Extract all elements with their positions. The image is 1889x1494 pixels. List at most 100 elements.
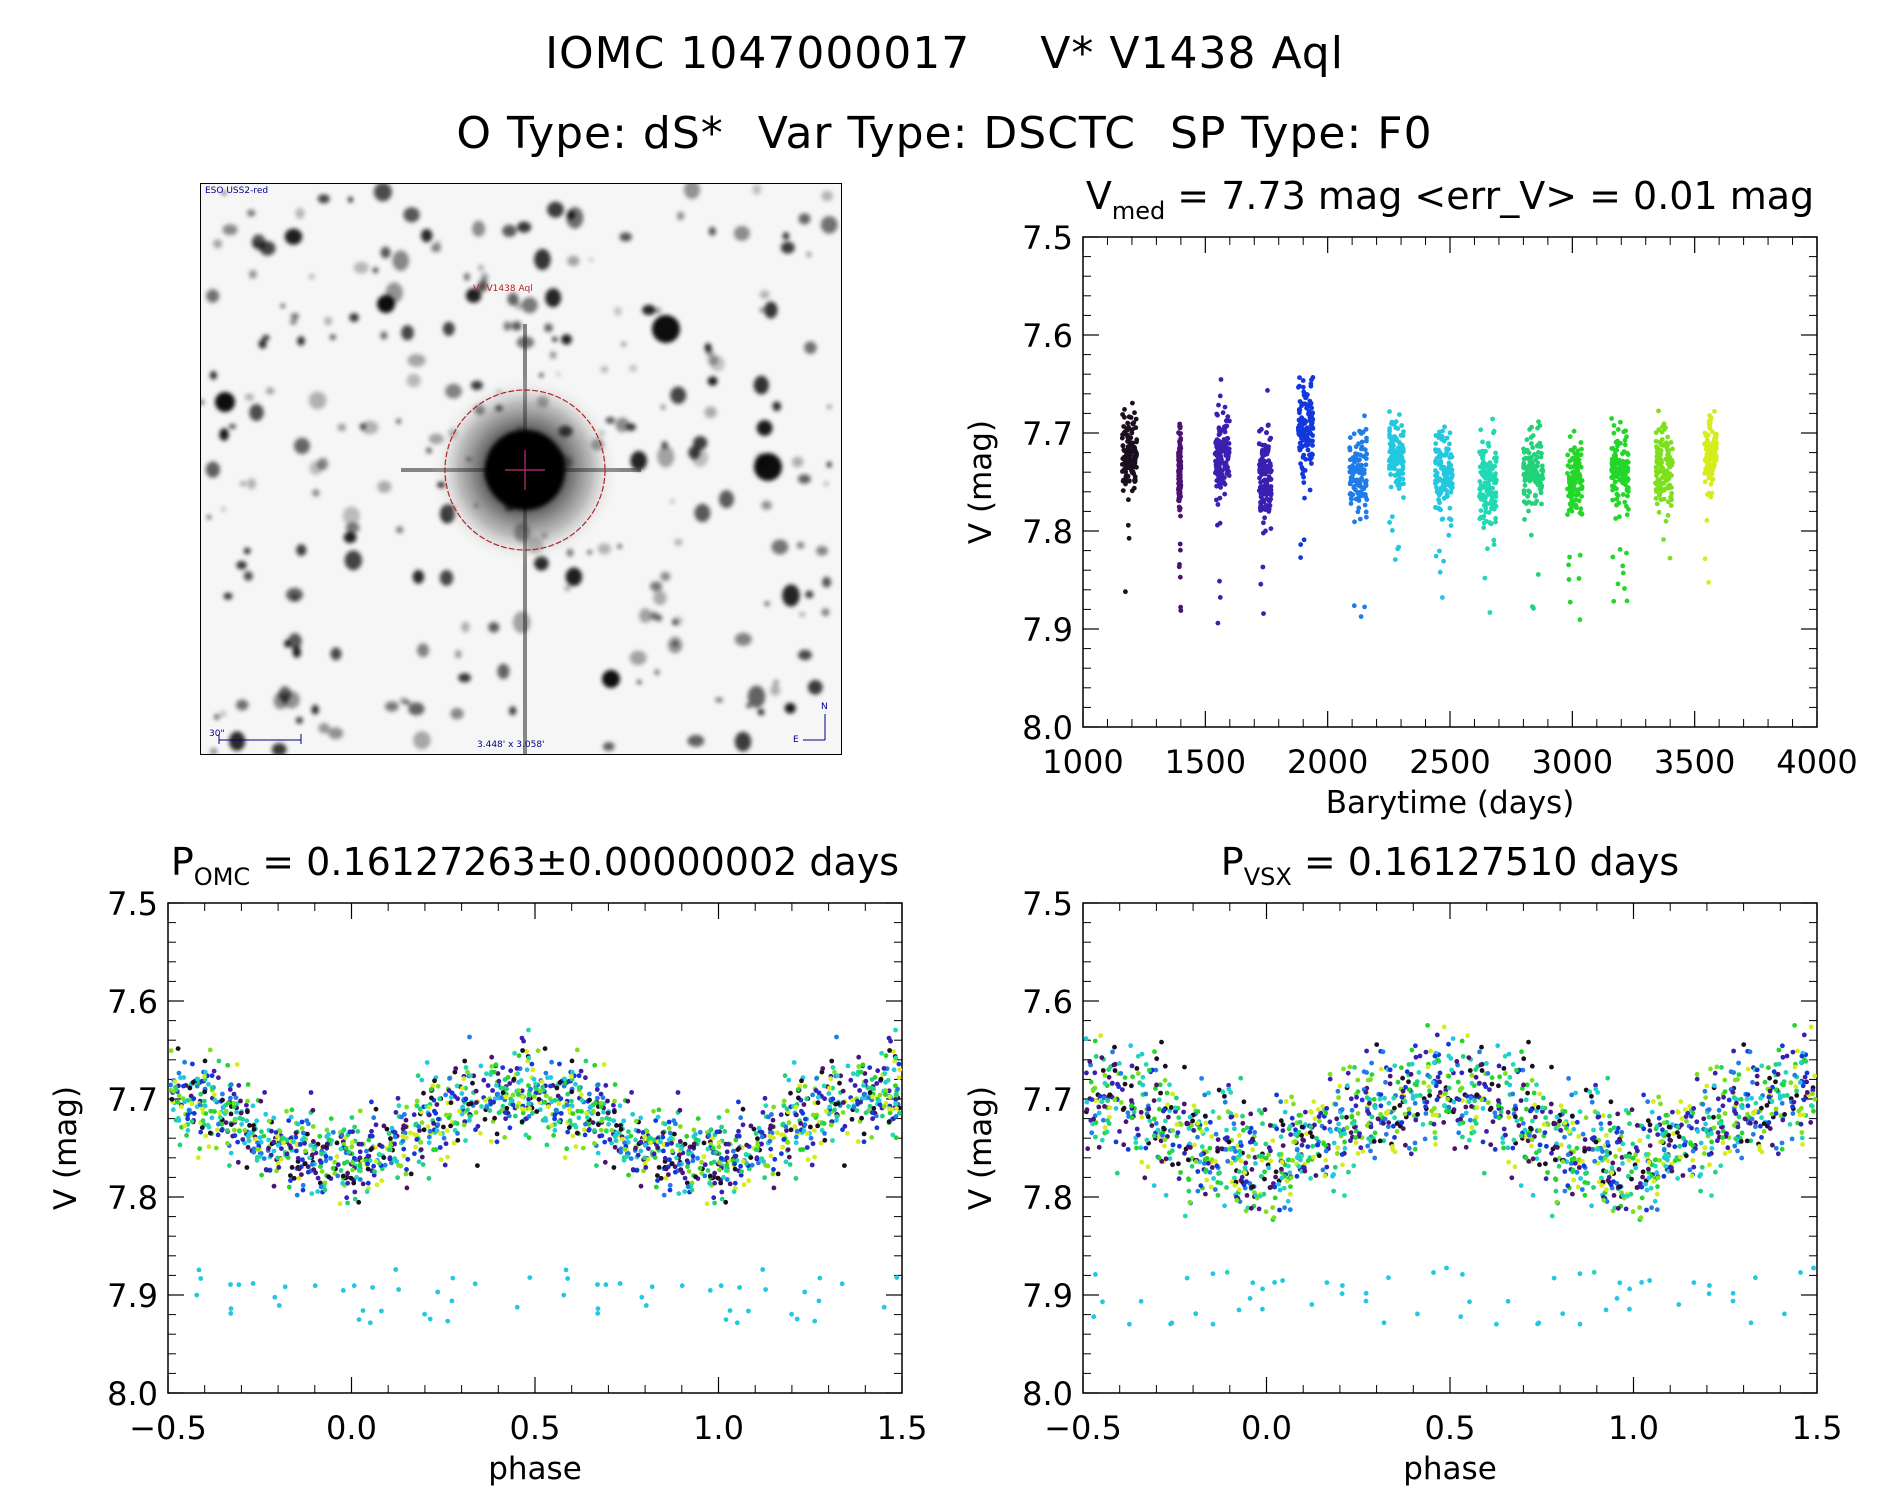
data-point: [494, 1131, 500, 1137]
field-star: [704, 406, 717, 419]
data-point: [1452, 1146, 1458, 1152]
data-point: [802, 1289, 808, 1295]
phase-vsx-chart: 7.57.67.77.87.98.0−0.5 0.0 0.5 1.0 1.5phaseV…: [963, 840, 1842, 1487]
data-point: [312, 1146, 317, 1151]
data-point: [488, 1139, 494, 1144]
data-point: [1608, 1099, 1614, 1105]
data-point: [736, 1099, 741, 1105]
data-point: [1703, 1121, 1708, 1127]
field-star: [212, 239, 223, 249]
data-point: [1705, 492, 1710, 497]
data-point: [697, 1129, 703, 1135]
data-point: [1720, 1135, 1725, 1140]
data-point: [322, 1187, 328, 1193]
data-point: [228, 1111, 234, 1117]
data-point: [1617, 514, 1622, 520]
data-point: [1579, 446, 1584, 452]
data-point: [1327, 1119, 1333, 1125]
data-point: [1530, 1118, 1535, 1124]
data-point: [1532, 501, 1538, 506]
data-point: [1526, 508, 1531, 514]
data-point: [1702, 457, 1708, 463]
data-point: [1710, 477, 1715, 483]
data-point: [840, 1127, 845, 1133]
data-point: [1480, 439, 1485, 445]
data-point: [231, 1100, 237, 1106]
data-point: [233, 1095, 239, 1101]
data-point: [170, 1088, 176, 1094]
data-point: [494, 1139, 500, 1145]
data-point: [1460, 1054, 1466, 1059]
data-point: [556, 1101, 562, 1107]
data-point: [1177, 442, 1183, 448]
data-point: [1132, 477, 1137, 483]
field-star: [380, 246, 391, 259]
data-point: [319, 1169, 325, 1174]
data-point: [419, 1154, 425, 1160]
data-point: [527, 1275, 533, 1280]
data-point: [401, 1146, 407, 1152]
field-star: [450, 708, 464, 720]
field-star: [243, 547, 251, 555]
data-point: [1092, 1038, 1098, 1044]
data-point: [814, 1076, 819, 1081]
data-point: [505, 1075, 511, 1080]
data-point: [202, 1089, 208, 1095]
data-point: [1539, 463, 1545, 469]
data-point: [612, 1098, 617, 1104]
field-star: [676, 211, 685, 221]
data-point: [1704, 1083, 1710, 1089]
data-point: [365, 1166, 371, 1172]
data-point: [426, 1176, 432, 1181]
data-point: [272, 1294, 278, 1300]
data-point: [207, 1047, 213, 1053]
data-point: [1624, 550, 1629, 556]
data-point: [682, 1175, 688, 1181]
data-point: [570, 1111, 576, 1116]
data-point: [1217, 393, 1223, 399]
data-point: [885, 1078, 891, 1083]
data-point: [483, 1098, 488, 1103]
data-point: [1222, 425, 1228, 431]
data-point: [1709, 1139, 1714, 1145]
data-point: [822, 1137, 828, 1143]
field-star: [349, 313, 359, 322]
data-point: [1302, 495, 1307, 501]
data-point: [1493, 519, 1498, 525]
data-point: [795, 1087, 801, 1092]
data-point: [275, 1155, 280, 1161]
data-point: [432, 1078, 437, 1084]
field-star: [286, 587, 303, 602]
data-point: [235, 1139, 241, 1145]
data-point: [324, 1127, 330, 1133]
data-point: [519, 1119, 525, 1125]
data-point: [1397, 1103, 1403, 1108]
data-point: [564, 1102, 570, 1108]
data-point: [809, 1162, 815, 1168]
data-point: [200, 1106, 205, 1112]
data-point: [1492, 463, 1498, 469]
data-point: [435, 1083, 441, 1089]
data-point: [590, 1120, 596, 1125]
data-point: [242, 1128, 248, 1133]
data-point: [1522, 483, 1528, 488]
data-point: [349, 1115, 355, 1120]
data-point: [338, 1146, 344, 1152]
data-point: [1493, 450, 1498, 456]
data-point: [1353, 1140, 1359, 1146]
data-point: [592, 1128, 597, 1133]
data-point: [759, 1134, 765, 1140]
data-point: [1133, 1140, 1139, 1145]
data-point: [1177, 541, 1183, 547]
data-point: [658, 1139, 663, 1145]
data-point: [1641, 1092, 1646, 1098]
data-point: [1126, 535, 1132, 541]
data-point: [1193, 1311, 1199, 1317]
data-point: [1522, 447, 1527, 453]
data-point: [1395, 426, 1401, 431]
field-star: [408, 702, 425, 716]
data-point: [1277, 1187, 1283, 1193]
data-point: [662, 1121, 668, 1127]
field-star: [770, 684, 781, 696]
data-point: [1129, 464, 1135, 470]
